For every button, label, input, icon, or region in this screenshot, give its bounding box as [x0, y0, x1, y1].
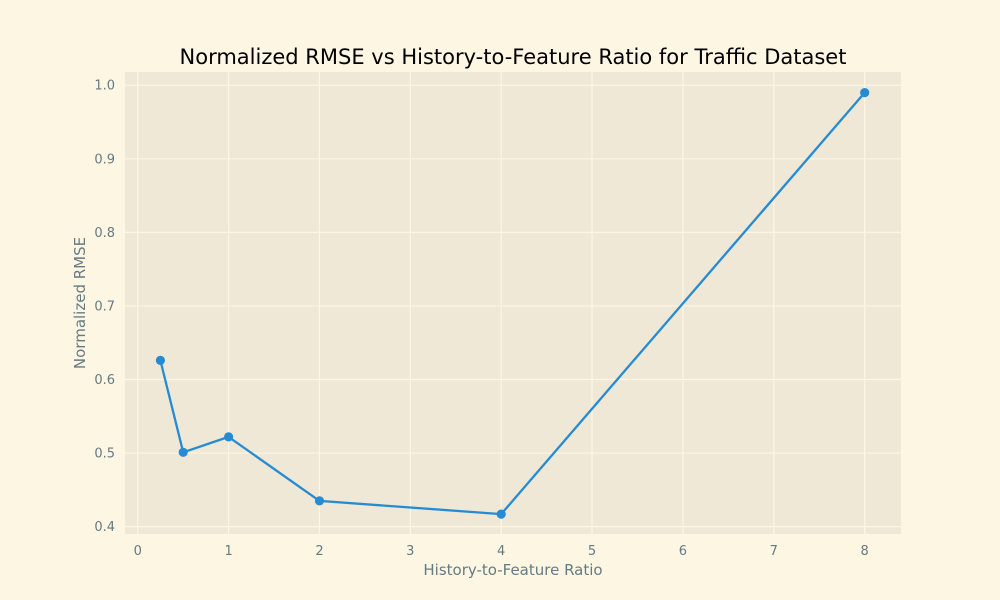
data-point [314, 496, 325, 506]
y-tick-label: 0.8 [94, 226, 115, 241]
series-points [155, 88, 870, 519]
plot-area [125, 72, 901, 534]
x-axis-label: History-to-Feature Ratio [423, 561, 602, 579]
x-tick-label: 2 [315, 544, 323, 559]
x-tick-label: 1 [224, 544, 232, 559]
x-tick-label: 8 [861, 544, 869, 559]
x-tick-label: 7 [770, 544, 778, 559]
y-tick-label: 1.0 [94, 79, 115, 94]
grid-lines [125, 72, 901, 534]
y-tick-label: 0.5 [94, 447, 115, 462]
series-line [159, 91, 866, 516]
data-point [860, 88, 870, 98]
x-tick-label: 4 [497, 544, 505, 559]
y-tick-label: 0.6 [94, 373, 115, 388]
data-point [178, 447, 188, 457]
chart-title: Normalized RMSE vs History-to-Feature Ra… [180, 45, 847, 69]
data-point [496, 509, 506, 519]
x-tick-label: 3 [406, 544, 414, 559]
y-axis-label: Normalized RMSE [71, 237, 89, 369]
tick-labels: 0 1 2 3 4 5 6 7 8 0.4 0.5 0.6 0.7 0.8 0.9 1.0 [94, 79, 868, 559]
x-tick-label: 6 [679, 544, 687, 559]
x-tick-label: 0 [134, 544, 142, 559]
y-tick-label: 0.9 [94, 152, 115, 167]
data-point [224, 432, 234, 442]
x-tick-label: 5 [588, 544, 596, 559]
y-tick-label: 0.7 [94, 299, 115, 314]
data-point [155, 355, 165, 365]
y-tick-label: 0.4 [94, 520, 115, 535]
